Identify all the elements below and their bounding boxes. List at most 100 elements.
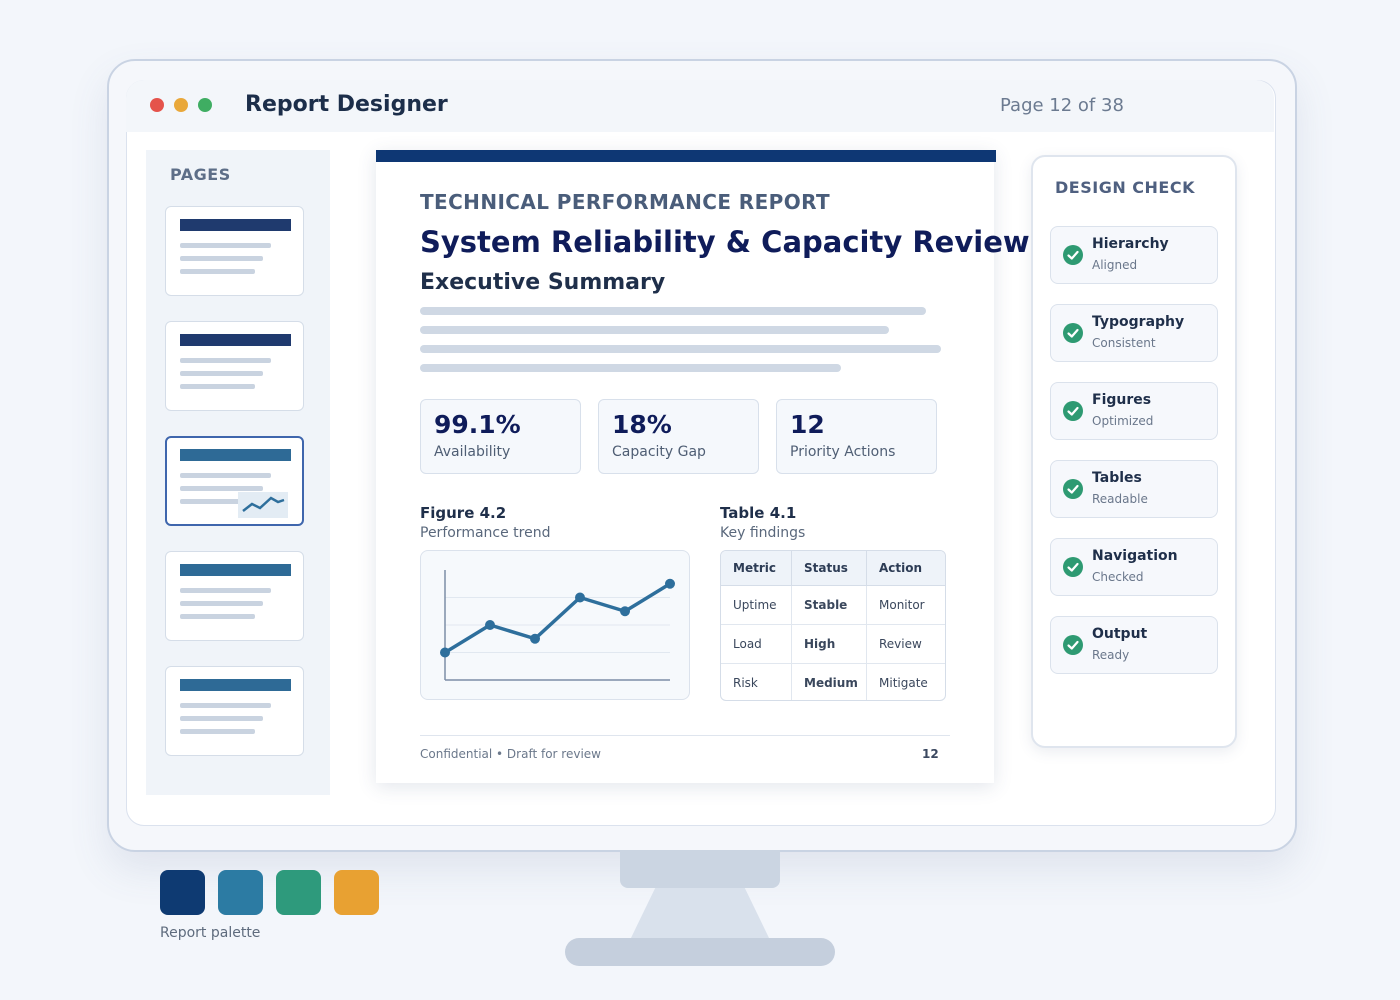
design-check-item[interactable]: Output Ready [1050,616,1218,674]
monitor-stand [630,888,770,940]
table-cell-metric: Load [721,625,792,664]
text-line [420,345,941,353]
kpi-label: Availability [434,444,510,460]
palette-label: Report palette [160,925,260,941]
check-circle-icon [1063,479,1083,499]
findings-table: Metric Status Action Uptime Stable Monit… [720,550,946,701]
table-header-status: Status [792,551,867,586]
check-item-status: Checked [1092,570,1144,584]
thumbnail-header-bar [180,334,291,346]
chart-data-point [665,579,675,589]
section-heading: Executive Summary [420,270,665,295]
check-circle-icon [1063,401,1083,421]
report-kicker: TECHNICAL PERFORMANCE REPORT [420,190,830,214]
thumbnail-header-bar [180,679,291,691]
figure-caption: Performance trend [420,525,550,541]
report-title: System Reliability & Capacity Review [420,225,1030,259]
check-item-status: Optimized [1092,414,1153,428]
check-item-name: Typography [1092,314,1184,330]
check-item-status: Readable [1092,492,1148,506]
monitor-stand-base [565,938,835,966]
page-thumbnail[interactable] [165,321,304,411]
thumbnail-text-line [180,269,255,274]
palette-swatch[interactable] [160,870,205,915]
design-check-item[interactable]: Tables Readable [1050,460,1218,518]
thumbnail-text-line [180,614,255,619]
thumbnail-text-line [180,358,271,363]
design-check-item[interactable]: Hierarchy Aligned [1050,226,1218,284]
palette-swatch[interactable] [276,870,321,915]
figure-title: Figure 4.2 [420,504,506,522]
check-item-name: Tables [1092,470,1142,486]
table-cell-action: Mitigate [867,664,946,702]
performance-trend-chart [420,550,690,700]
check-item-status: Aligned [1092,258,1137,272]
chart-data-point [620,606,630,616]
table-row: Load High Review [721,625,945,664]
design-check-item[interactable]: Typography Consistent [1050,304,1218,362]
table-cell-action: Review [867,625,946,664]
chart-data-point [485,620,495,630]
thumbnail-chart-icon [238,492,288,518]
kpi-card-capacity-gap: 18% Capacity Gap [598,399,759,474]
thumbnail-text-line [180,256,263,261]
palette-swatch[interactable] [218,870,263,915]
page-footer: Confidential • Draft for review [420,747,601,761]
thumbnail-text-line [180,716,263,721]
close-window-button[interactable] [150,98,164,112]
thumbnail-text-line [180,371,263,376]
table-cell-metric: Risk [721,664,792,702]
table-row: Uptime Stable Monitor [721,586,945,625]
thumbnail-header-bar [180,219,291,231]
table-header-action: Action [867,551,946,586]
thumbnail-text-line [180,473,271,478]
design-check-item[interactable]: Figures Optimized [1050,382,1218,440]
thumbnail-text-line [180,486,263,491]
page-thumbnail[interactable] [165,551,304,641]
table-title: Table 4.1 [720,504,796,522]
thumbnail-text-line [180,703,271,708]
footer-divider [420,735,950,736]
page-thumbnail[interactable] [165,436,304,526]
maximize-window-button[interactable] [198,98,212,112]
check-circle-icon [1063,557,1083,577]
kpi-value: 99.1% [434,410,521,439]
thumbnail-text-line [180,588,271,593]
page-number: 12 [922,747,939,761]
design-check-item[interactable]: Navigation Checked [1050,538,1218,596]
kpi-card-priority-actions: 12 Priority Actions [776,399,937,474]
minimize-window-button[interactable] [174,98,188,112]
table-cell-metric: Uptime [721,586,792,625]
table-row: Risk Medium Mitigate [721,664,945,702]
thumbnail-text-line [180,384,255,389]
check-circle-icon [1063,323,1083,343]
thumbnail-text-line [180,601,263,606]
thumbnail-header-bar [180,449,291,461]
palette-swatch[interactable] [334,870,379,915]
kpi-card-availability: 99.1% Availability [420,399,581,474]
page-thumbnail[interactable] [165,666,304,756]
text-line [420,364,841,372]
design-check-title: DESIGN CHECK [1055,178,1195,197]
kpi-label: Capacity Gap [612,444,706,460]
thumbnail-text-line [180,243,271,248]
pages-panel-title: PAGES [170,165,231,184]
chart-data-point [575,593,585,603]
check-item-name: Figures [1092,392,1151,408]
table-cell-status: Medium [792,664,867,702]
page-thumbnail[interactable] [165,206,304,296]
app-title: Report Designer [245,92,448,117]
text-line [420,326,889,334]
check-item-status: Ready [1092,648,1129,662]
text-line [420,307,926,315]
page-header-bar [376,150,996,162]
table-cell-status: High [792,625,867,664]
page-indicator: Page 12 of 38 [1000,95,1124,116]
chart-data-point [440,648,450,658]
chart-data-point [530,634,540,644]
table-cell-action: Monitor [867,586,946,625]
kpi-label: Priority Actions [790,444,895,460]
check-item-status: Consistent [1092,336,1156,350]
check-circle-icon [1063,245,1083,265]
check-item-name: Output [1092,626,1147,642]
